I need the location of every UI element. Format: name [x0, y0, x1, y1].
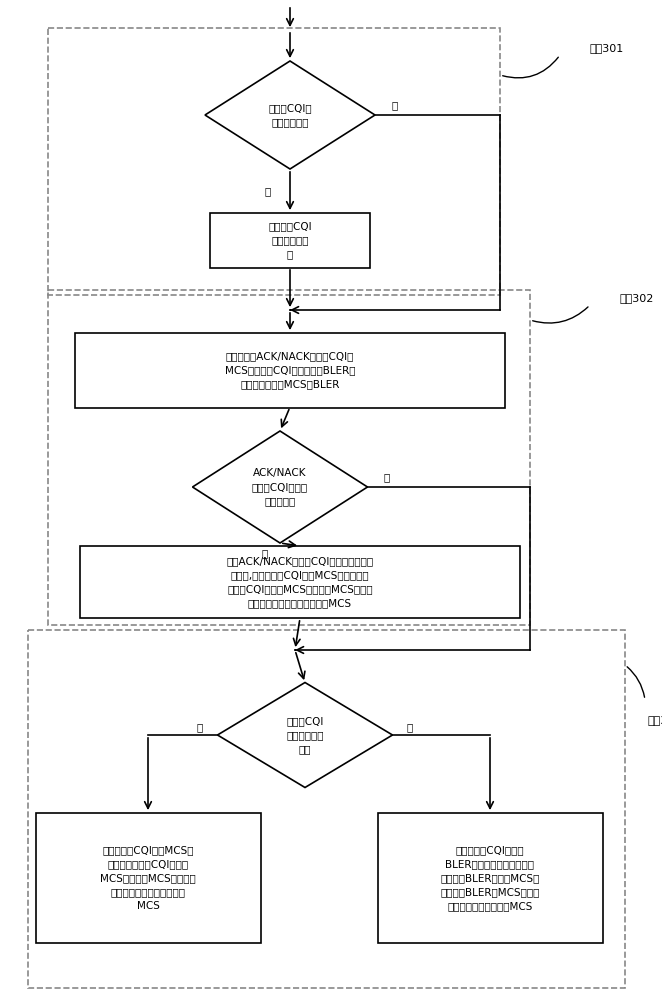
Text: 上报的CQI
是否进入稳定
状态: 上报的CQI 是否进入稳定 状态 [286, 716, 324, 754]
Text: 步骤303: 步骤303 [648, 715, 662, 725]
Text: 根据上报的CQI确定MCS初
始值，用上报的CQI对应的
MCS修正值对MCS初始值进
行修正，得到调制编码方式
MCS: 根据上报的CQI确定MCS初 始值，用上报的CQI对应的 MCS修正值对MCS初… [100, 845, 196, 911]
Text: 根据上报的ACK/NACK对应的CQI和
MCS，计算该CQI对应的分段BLER，
更新符合条件的MCS的BLER: 根据上报的ACK/NACK对应的CQI和 MCS，计算该CQI对应的分段BLER… [225, 351, 355, 389]
Text: 否: 否 [392, 100, 398, 110]
Text: 步骤302: 步骤302 [620, 293, 654, 303]
Text: 是: 是 [265, 186, 271, 196]
FancyBboxPatch shape [36, 813, 261, 943]
Polygon shape [205, 61, 375, 169]
Text: 初始化该CQI
对应的状态参
数: 初始化该CQI 对应的状态参 数 [268, 221, 312, 259]
FancyBboxPatch shape [80, 546, 520, 618]
Text: 否: 否 [197, 722, 203, 732]
Text: 上报的CQI是
否第一次出现: 上报的CQI是 否第一次出现 [268, 103, 312, 127]
Text: ACK/NACK
对应的CQI是否进
入稳定状态: ACK/NACK 对应的CQI是否进 入稳定状态 [252, 468, 308, 506]
Text: 步骤301: 步骤301 [590, 43, 624, 53]
FancyBboxPatch shape [377, 813, 602, 943]
Polygon shape [193, 431, 367, 543]
Text: 是: 是 [407, 722, 413, 732]
FancyBboxPatch shape [75, 332, 505, 408]
Text: 根据上报的CQI对应的
BLER，选择小于等于某门限
值的最大BLER对应的MCS，
根据分段BLER对MCS进行修
正，得到调制编码方式MCS: 根据上报的CQI对应的 BLER，选择小于等于某门限 值的最大BLER对应的MC… [440, 845, 540, 911]
Text: 是: 是 [384, 472, 390, 482]
Text: 更新ACK/NACK对应的CQI的调制编码方式
修正值,根据上报的CQI确定MCS初始值，用
上报的CQI对应的MCS修正值对MCS初始值
进行修正，得到调制编: 更新ACK/NACK对应的CQI的调制编码方式 修正值,根据上报的CQI确定MC… [226, 556, 373, 608]
Text: 否: 否 [262, 548, 268, 558]
Polygon shape [218, 682, 393, 788]
FancyBboxPatch shape [210, 213, 370, 267]
